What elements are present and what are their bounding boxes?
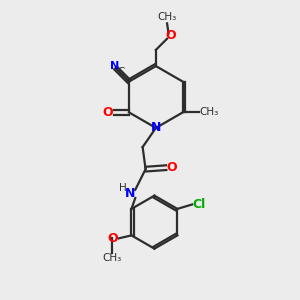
Text: O: O xyxy=(165,29,176,42)
Text: O: O xyxy=(107,232,118,245)
Text: O: O xyxy=(103,106,113,119)
Text: N: N xyxy=(110,61,119,71)
Text: CH₃: CH₃ xyxy=(199,107,218,118)
Text: N: N xyxy=(125,187,135,200)
Text: O: O xyxy=(166,161,177,174)
Text: H: H xyxy=(119,183,127,193)
Text: Cl: Cl xyxy=(193,198,206,211)
Text: CH₃: CH₃ xyxy=(103,254,122,263)
Text: CH₃: CH₃ xyxy=(158,13,177,22)
Text: C: C xyxy=(117,68,124,77)
Text: N: N xyxy=(151,122,161,134)
